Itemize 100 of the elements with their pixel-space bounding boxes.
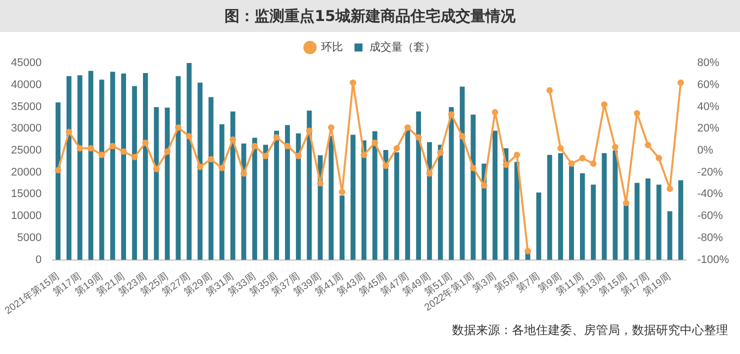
bar xyxy=(77,75,82,260)
point xyxy=(338,188,346,196)
bar xyxy=(263,144,268,260)
point xyxy=(426,170,433,177)
bar xyxy=(296,133,301,260)
y2-tick-label: 60% xyxy=(697,78,720,91)
point xyxy=(230,136,236,143)
bar xyxy=(340,196,345,260)
point xyxy=(557,145,564,152)
point xyxy=(612,144,618,150)
point xyxy=(175,124,182,131)
bar xyxy=(470,114,476,260)
chart-title: 图：监测重点15城新建商品住宅成交量情况 xyxy=(0,0,740,32)
y2-tick-label: -80% xyxy=(697,232,724,244)
point xyxy=(262,152,269,160)
bar xyxy=(634,182,640,260)
bar xyxy=(427,142,432,260)
point xyxy=(88,145,94,152)
bar xyxy=(121,73,126,260)
y2-tick-label: 0% xyxy=(697,144,714,157)
legend-label: 成交量（套） xyxy=(370,40,436,54)
point xyxy=(240,170,247,177)
y2-tick-label: -60% xyxy=(697,210,724,222)
point xyxy=(66,128,72,136)
point xyxy=(470,164,476,172)
y-tick-label: 45000 xyxy=(10,57,42,70)
bar xyxy=(678,180,684,260)
point xyxy=(196,164,204,170)
point xyxy=(109,142,116,150)
bar xyxy=(580,173,585,260)
point xyxy=(492,109,498,116)
point xyxy=(568,160,575,167)
point xyxy=(54,166,62,174)
bar xyxy=(503,148,508,260)
point xyxy=(622,200,630,206)
bar xyxy=(306,110,312,260)
point xyxy=(404,124,411,131)
point xyxy=(251,142,258,150)
bar xyxy=(602,153,607,260)
point xyxy=(524,248,531,254)
point xyxy=(360,152,368,158)
point xyxy=(459,133,466,140)
bar xyxy=(132,86,137,260)
y2-tick-label: -20% xyxy=(697,166,724,178)
bar xyxy=(405,128,410,260)
bar xyxy=(198,82,203,260)
point xyxy=(579,154,586,162)
point xyxy=(666,186,674,192)
bar xyxy=(590,184,596,260)
bar xyxy=(547,154,552,260)
point xyxy=(502,161,510,168)
bar xyxy=(448,107,454,260)
y-tick-label: 15000 xyxy=(10,188,42,200)
point xyxy=(98,152,105,158)
point xyxy=(328,124,334,131)
y-tick-label: 35000 xyxy=(10,100,42,113)
bar xyxy=(274,130,279,260)
point xyxy=(164,148,170,155)
bar xyxy=(186,63,192,260)
point xyxy=(208,156,214,162)
y-tick-label: 30000 xyxy=(10,122,42,135)
y-tick-label: 40000 xyxy=(10,78,42,91)
bar xyxy=(285,125,290,260)
point xyxy=(678,79,684,86)
point xyxy=(382,162,389,169)
y-tick-label: 20000 xyxy=(10,166,42,178)
bar xyxy=(624,204,629,260)
point xyxy=(273,134,280,141)
bar xyxy=(558,153,564,260)
bar xyxy=(66,76,72,260)
point xyxy=(601,101,608,108)
y2-tick-label: 80% xyxy=(697,57,720,70)
point xyxy=(656,154,662,162)
point xyxy=(218,164,226,172)
point xyxy=(306,128,313,134)
point xyxy=(350,79,356,86)
bar xyxy=(612,150,618,260)
point xyxy=(153,166,160,172)
bar xyxy=(154,107,159,260)
bar xyxy=(328,136,334,260)
bar xyxy=(569,166,574,260)
bar xyxy=(230,112,236,260)
bar xyxy=(56,102,61,260)
bar xyxy=(492,130,498,260)
bar xyxy=(416,112,422,260)
point xyxy=(514,152,520,158)
y-tick-label: 0 xyxy=(35,254,42,266)
point xyxy=(372,140,378,146)
point xyxy=(644,142,652,148)
bar xyxy=(164,108,170,260)
point xyxy=(295,152,302,160)
bar xyxy=(361,140,366,260)
point xyxy=(120,148,127,155)
point xyxy=(480,182,488,189)
bar xyxy=(372,131,378,260)
point xyxy=(546,87,553,94)
point xyxy=(415,134,422,141)
point xyxy=(634,110,640,116)
bar xyxy=(394,152,400,260)
bar xyxy=(667,211,672,260)
